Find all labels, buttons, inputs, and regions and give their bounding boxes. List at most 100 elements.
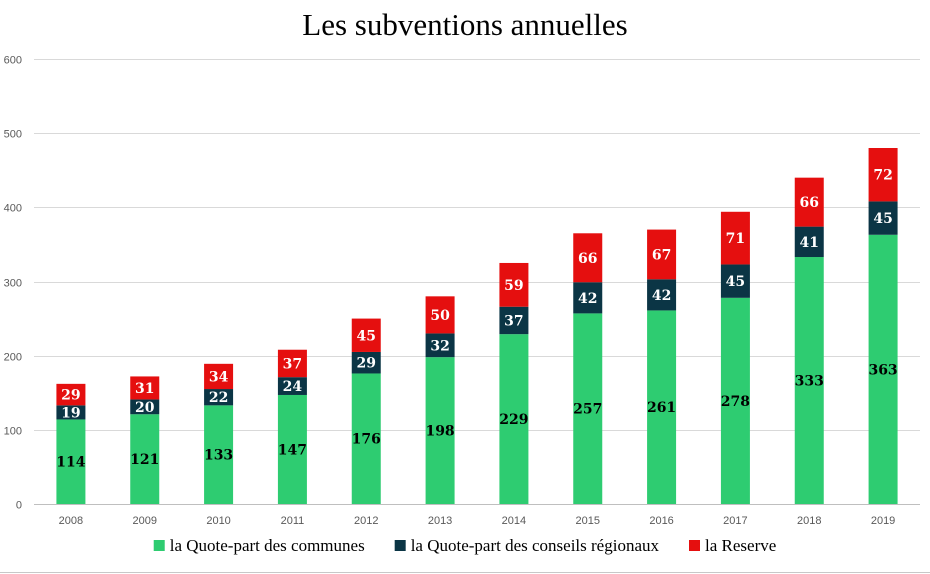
bar-2016-series-1 <box>647 310 677 504</box>
data-label-2012-series-3: 45 <box>357 328 376 344</box>
bar-2012-series-2 <box>351 351 381 374</box>
data-label-2009-series-3: 31 <box>135 381 154 397</box>
chart-title: Les subventions annuelles <box>302 7 627 42</box>
data-label-2013-series-1: 198 <box>425 424 454 440</box>
data-label-2013-series-3: 50 <box>430 308 450 324</box>
bar-2009-series-3 <box>130 376 160 400</box>
legend-item-3: la Reserve <box>689 536 776 555</box>
bars <box>56 148 898 504</box>
legend-label-2: la Quote-part des conseils régionaux <box>411 536 660 555</box>
legend-item-2: la Quote-part des conseils régionaux <box>394 536 660 555</box>
legend-label-3: la Reserve <box>705 536 776 555</box>
bar-2017-series-2 <box>720 264 750 298</box>
bar-2013-series-3 <box>425 296 455 334</box>
bar-2013-series-2 <box>425 333 455 358</box>
data-label-2019-series-3: 72 <box>873 168 892 184</box>
x-tick-label-2019: 2019 <box>871 515 895 527</box>
data-label-2014-series-3: 59 <box>504 278 523 294</box>
bar-2014-series-1 <box>499 334 529 504</box>
y-tick-label-200: 200 <box>4 352 22 364</box>
bar-2008-series-2 <box>56 405 86 420</box>
bar-2011-series-2 <box>277 377 307 395</box>
data-label-2010-series-2: 22 <box>209 390 228 406</box>
data-label-2015-series-2: 42 <box>578 291 597 307</box>
data-label-2019-series-1: 363 <box>868 362 897 378</box>
data-label-2012-series-2: 29 <box>357 356 376 372</box>
bar-2013-series-1 <box>425 357 455 504</box>
x-tick-label-2013: 2013 <box>428 515 452 527</box>
x-tick-label-2012: 2012 <box>354 515 378 527</box>
legend-swatch-3 <box>689 540 700 551</box>
legend-swatch-1 <box>153 540 165 551</box>
legend-label-1: la Quote-part des communes <box>170 536 365 555</box>
bar-2011-series-3 <box>277 349 307 378</box>
data-label-2011-series-3: 37 <box>283 356 302 372</box>
bar-2010-series-2 <box>204 389 234 406</box>
bar-2015-series-2 <box>573 282 603 314</box>
bar-2011-series-1 <box>277 394 307 504</box>
data-label-2011-series-1: 147 <box>278 442 307 458</box>
x-tick-label-2015: 2015 <box>576 515 600 527</box>
y-tick-label-300: 300 <box>4 278 22 290</box>
bar-2015-series-1 <box>573 313 603 504</box>
x-tick-label-2008: 2008 <box>59 515 83 527</box>
bar-2008-series-1 <box>56 419 86 504</box>
x-tick-label-2018: 2018 <box>797 515 821 527</box>
x-tick-label-2009: 2009 <box>133 515 157 527</box>
y-axis-tick-labels: 0 100 200 300 400 500 600 <box>4 55 22 512</box>
bar-2018-series-1 <box>794 257 824 504</box>
data-label-2014-series-2: 37 <box>504 313 523 329</box>
data-label-2011-series-2: 24 <box>283 379 303 395</box>
data-labels: 1141929121203113322341472437176294519832… <box>56 168 897 471</box>
data-label-2016-series-2: 42 <box>652 288 671 304</box>
y-tick-label-400: 400 <box>4 203 22 215</box>
data-label-2010-series-3: 34 <box>209 369 229 385</box>
data-label-2015-series-3: 66 <box>578 251 597 267</box>
bar-2015-series-3 <box>573 233 603 283</box>
data-label-2018-series-3: 66 <box>800 195 819 211</box>
data-label-2008-series-1: 114 <box>56 455 85 471</box>
data-label-2013-series-2: 32 <box>430 338 449 354</box>
y-tick-label-500: 500 <box>4 129 22 141</box>
bar-2016-series-2 <box>647 279 677 311</box>
y-tick-label-600: 600 <box>4 55 22 67</box>
x-tick-label-2010: 2010 <box>206 515 230 527</box>
x-tick-label-2014: 2014 <box>502 515 526 527</box>
bar-2018-series-2 <box>794 226 824 258</box>
legend-item-1: la Quote-part des communes <box>153 536 365 555</box>
bar-2009-series-1 <box>130 414 160 504</box>
bar-2014-series-2 <box>499 306 529 335</box>
gridlines <box>34 59 920 431</box>
data-label-2016-series-1: 261 <box>647 400 676 416</box>
data-label-2016-series-3: 67 <box>652 247 671 263</box>
bar-2016-series-3 <box>647 229 677 280</box>
data-label-2014-series-1: 229 <box>499 412 528 428</box>
data-label-2015-series-1: 257 <box>573 402 602 418</box>
data-label-2019-series-2: 45 <box>873 211 892 227</box>
x-tick-label-2016: 2016 <box>649 515 673 527</box>
bar-2012-series-1 <box>351 373 381 504</box>
data-label-2017-series-2: 45 <box>726 274 745 290</box>
data-label-2017-series-3: 71 <box>726 231 745 247</box>
bar-2019-series-1 <box>868 234 898 504</box>
y-tick-label-0: 0 <box>16 500 22 512</box>
bar-2009-series-2 <box>130 399 160 415</box>
bar-2019-series-2 <box>868 201 898 235</box>
y-tick-label-100: 100 <box>4 426 22 438</box>
bar-2019-series-3 <box>868 148 898 202</box>
data-label-2009-series-1: 121 <box>130 452 159 468</box>
data-label-2018-series-1: 333 <box>795 374 824 390</box>
data-label-2008-series-2: 19 <box>61 405 80 421</box>
data-label-2018-series-2: 41 <box>800 235 819 251</box>
bar-2008-series-3 <box>56 383 86 406</box>
x-axis-tick-labels: 2008 2009 2010 2011 2012 2013 2014 2015 2016 2017… <box>59 515 896 527</box>
x-tick-label-2011: 2011 <box>281 515 305 527</box>
data-label-2008-series-3: 29 <box>61 388 80 404</box>
data-label-2017-series-1: 278 <box>721 394 750 410</box>
x-tick-label-2017: 2017 <box>723 515 747 527</box>
bar-2014-series-3 <box>499 262 529 307</box>
legend: la Quote-part des communes la Quote-part … <box>153 536 776 555</box>
legend-swatch-2 <box>394 540 406 551</box>
data-label-2009-series-2: 20 <box>135 400 155 416</box>
